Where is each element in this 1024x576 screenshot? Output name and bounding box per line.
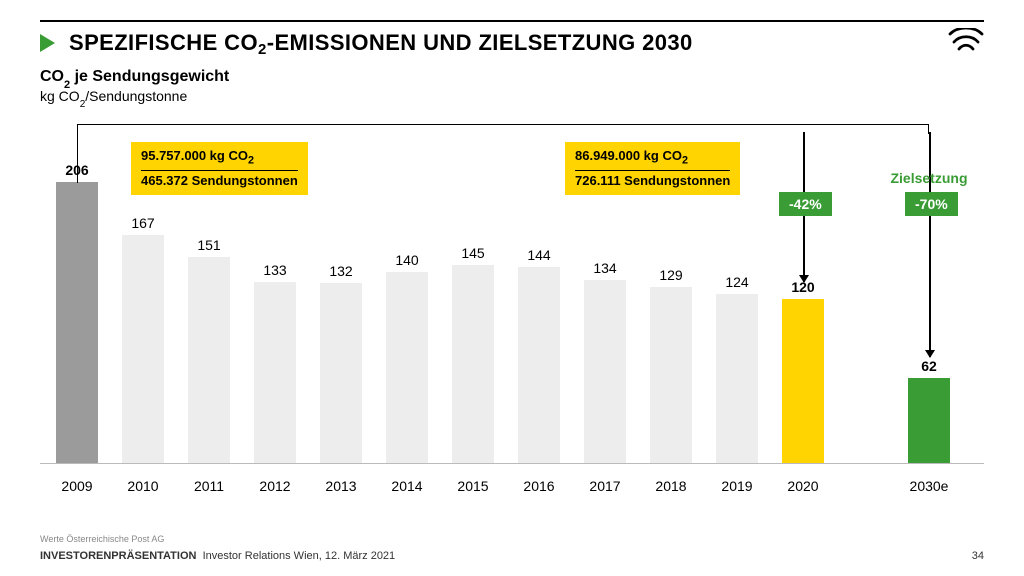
bar-2011 [188, 257, 230, 463]
bar-value-2016: 144 [506, 247, 572, 263]
chart-subtitle: CO2 je Sendungsgewicht [40, 68, 229, 88]
bar-col-2018: 129 [638, 163, 704, 463]
bar-value-2012: 133 [242, 262, 308, 278]
bar-col-2010: 167 [110, 163, 176, 463]
slide: SPEZIFISCHE CO2-EMISSIONEN UND ZIELSETZU… [0, 0, 1024, 576]
bar-2013 [320, 283, 362, 463]
x-label-2014: 2014 [374, 478, 440, 494]
x-label-2019: 2019 [704, 478, 770, 494]
bar-value-2018: 129 [638, 267, 704, 283]
bar-col-2017: 134 [572, 163, 638, 463]
bar-value-2014: 140 [374, 252, 440, 268]
bar-col-2015: 145 [440, 163, 506, 463]
bar-2018 [650, 287, 692, 463]
page-number: 34 [972, 550, 984, 562]
bar-col-2013: 132 [308, 163, 374, 463]
x-label-2017: 2017 [572, 478, 638, 494]
bar-col-2014: 140 [374, 163, 440, 463]
x-label-2009: 2009 [44, 478, 110, 494]
bars-container: 206167151133132140145144134129124120 62 [40, 164, 984, 464]
bar-col-2011: 151 [176, 163, 242, 463]
bar-value-2015: 145 [440, 245, 506, 261]
source-note: Werte Österreichische Post AG [40, 534, 164, 544]
bar-value-2013: 132 [308, 263, 374, 279]
x-label-2018: 2018 [638, 478, 704, 494]
x-label-2016: 2016 [506, 478, 572, 494]
x-label-2013: 2013 [308, 478, 374, 494]
bar-value-2019: 124 [704, 274, 770, 290]
bar-col-2030e: 62 [896, 163, 962, 463]
bar-value-2020: 120 [770, 279, 836, 295]
bar-2010 [122, 235, 164, 463]
x-label-2030e: 2030e [896, 478, 962, 494]
bar-2019 [716, 294, 758, 463]
triangle-icon [40, 34, 55, 52]
top-rule [40, 20, 984, 22]
x-label-2010: 2010 [110, 478, 176, 494]
x-axis-labels: 2009201020112012201320142015201620172018… [40, 470, 984, 500]
x-label-2012: 2012 [242, 478, 308, 494]
bar-value-2010: 167 [110, 215, 176, 231]
chart-unit: kg CO2/Sendungstonne [40, 88, 187, 108]
bar-2020 [782, 299, 824, 463]
slide-title: SPEZIFISCHE CO2-EMISSIONEN UND ZIELSETZU… [69, 30, 693, 56]
bar-value-2030e: 62 [896, 358, 962, 374]
bar-2030e [908, 378, 950, 463]
footer-text: INVESTORENPRÄSENTATION Investor Relation… [40, 550, 395, 562]
bar-value-2017: 134 [572, 260, 638, 276]
bar-col-2016: 144 [506, 163, 572, 463]
bar-2014 [386, 272, 428, 463]
bar-value-2011: 151 [176, 237, 242, 253]
bar-col-2009: 206 [44, 163, 110, 463]
bar-2015 [452, 265, 494, 463]
bracket-line [77, 124, 929, 134]
x-label-2011: 2011 [176, 478, 242, 494]
bar-2016 [518, 267, 560, 463]
bar-2012 [254, 282, 296, 463]
post-logo-icon [948, 28, 984, 57]
bar-col-2019: 124 [704, 163, 770, 463]
chart-area: 95.757.000 kg CO2 465.372 Sendungstonnen… [40, 120, 984, 500]
bar-col-2020: 120 [770, 163, 836, 463]
bar-2009 [56, 182, 98, 463]
bar-col-2012: 133 [242, 163, 308, 463]
x-label-2020: 2020 [770, 478, 836, 494]
x-label-2015: 2015 [440, 478, 506, 494]
bar-2017 [584, 280, 626, 463]
title-row: SPEZIFISCHE CO2-EMISSIONEN UND ZIELSETZU… [40, 30, 693, 56]
